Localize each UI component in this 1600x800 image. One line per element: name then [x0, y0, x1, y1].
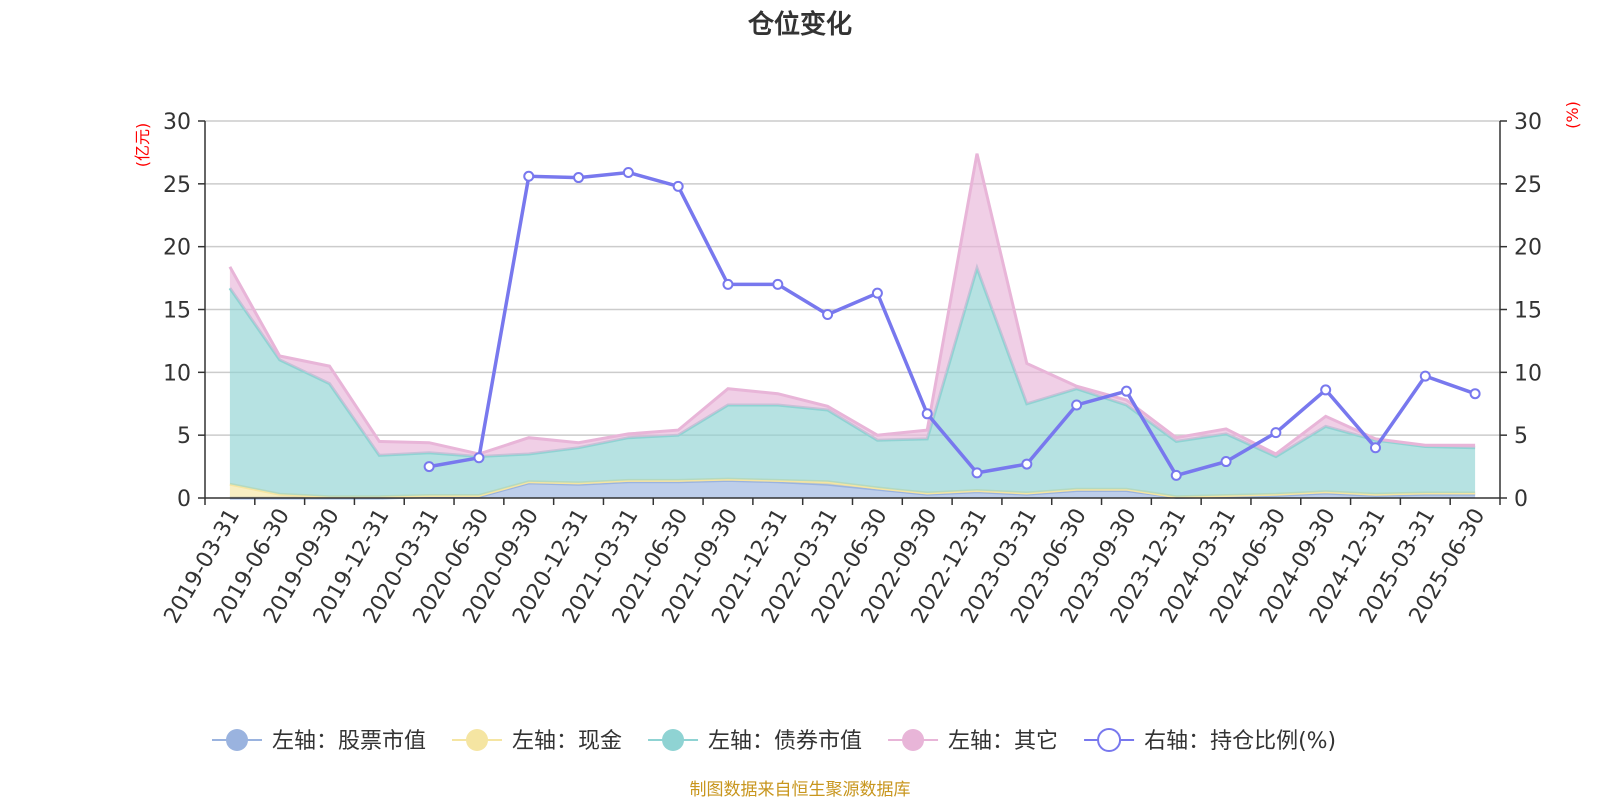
- line-point: [573, 172, 585, 184]
- gridlines: [205, 120, 1500, 436]
- legend-item: 左轴：其它: [888, 729, 1058, 754]
- legend-marker: [1097, 728, 1122, 752]
- right-tick-label: 10: [1514, 361, 1542, 386]
- line-point: [1469, 388, 1481, 400]
- area-fill: [229, 268, 1476, 497]
- line-point: [1071, 399, 1083, 411]
- legend-marker: [902, 729, 925, 751]
- line-point: [473, 452, 485, 464]
- line-series: [423, 167, 1481, 481]
- line-point: [871, 287, 883, 299]
- line-point: [971, 467, 983, 479]
- legend-item: 左轴：债券市值: [648, 729, 862, 754]
- line-point: [1170, 469, 1182, 481]
- legend-label: 左轴：现金: [512, 729, 622, 754]
- legend-label: 左轴：债券市值: [708, 729, 862, 754]
- line-point: [523, 170, 535, 182]
- left-tick-label: 30: [163, 110, 191, 135]
- legend-label: 左轴：其它: [948, 729, 1058, 754]
- left-axis-labels: 0 5 10 15 20 25 30: [163, 110, 191, 512]
- left-tick-label: 10: [163, 361, 191, 386]
- right-tick-label: 30: [1514, 110, 1542, 135]
- right-tick-label: 25: [1514, 173, 1542, 198]
- left-axis-unit: (亿元): [133, 123, 152, 168]
- legend-marker: [226, 729, 248, 751]
- left-tick-label: 15: [163, 299, 191, 324]
- line-point: [1220, 456, 1232, 468]
- legend-marker: [662, 729, 685, 751]
- legend-label: 右轴：持仓比例(%): [1144, 729, 1336, 754]
- left-tick-label: 0: [177, 487, 191, 512]
- legend: 左轴：股票市值 左轴：现金 左轴：债券市值 左轴：其它 右轴：持仓比例(%): [212, 728, 1336, 754]
- line-point: [1021, 458, 1033, 470]
- line-point: [722, 278, 734, 290]
- line-point: [1320, 384, 1332, 396]
- line-point: [772, 278, 784, 290]
- right-tick-label: 20: [1514, 236, 1542, 261]
- legend-item: 右轴：持仓比例(%): [1084, 728, 1336, 754]
- line-point: [1419, 370, 1431, 382]
- right-axis-labels: 0 5 10 15 20 25 30: [1514, 110, 1542, 512]
- x-axis-labels: 2019-03-312019-06-302019-09-302019-12-31…: [160, 504, 1491, 627]
- line-point: [1120, 385, 1132, 397]
- right-tick-label: 15: [1514, 299, 1542, 324]
- area-edge: [228, 153, 1476, 456]
- right-tick-label: 5: [1514, 424, 1528, 449]
- chart-title: 仓位变化: [747, 9, 852, 40]
- left-tick-label: 25: [163, 173, 191, 198]
- right-axis-unit: (%): [1563, 101, 1582, 129]
- left-tick-label: 20: [163, 236, 191, 261]
- line-point: [1369, 442, 1381, 454]
- line-point: [423, 461, 435, 473]
- legend-marker: [466, 729, 489, 751]
- area-fill: [229, 480, 1476, 498]
- axes: [198, 120, 1507, 505]
- source-note: 制图数据来自恒生聚源数据库: [690, 780, 911, 800]
- line-point: [622, 167, 634, 179]
- area-series: [228, 153, 1476, 500]
- left-tick-label: 5: [177, 424, 191, 449]
- legend-label: 左轴：股票市值: [272, 729, 426, 754]
- legend-item: 左轴：股票市值: [212, 729, 426, 754]
- line-point: [921, 408, 933, 420]
- line-path: [428, 170, 1476, 478]
- line-point: [822, 309, 834, 321]
- legend-item: 左轴：现金: [452, 729, 622, 754]
- right-tick-label: 0: [1514, 487, 1528, 512]
- line-point: [1270, 427, 1282, 439]
- line-point: [672, 180, 684, 192]
